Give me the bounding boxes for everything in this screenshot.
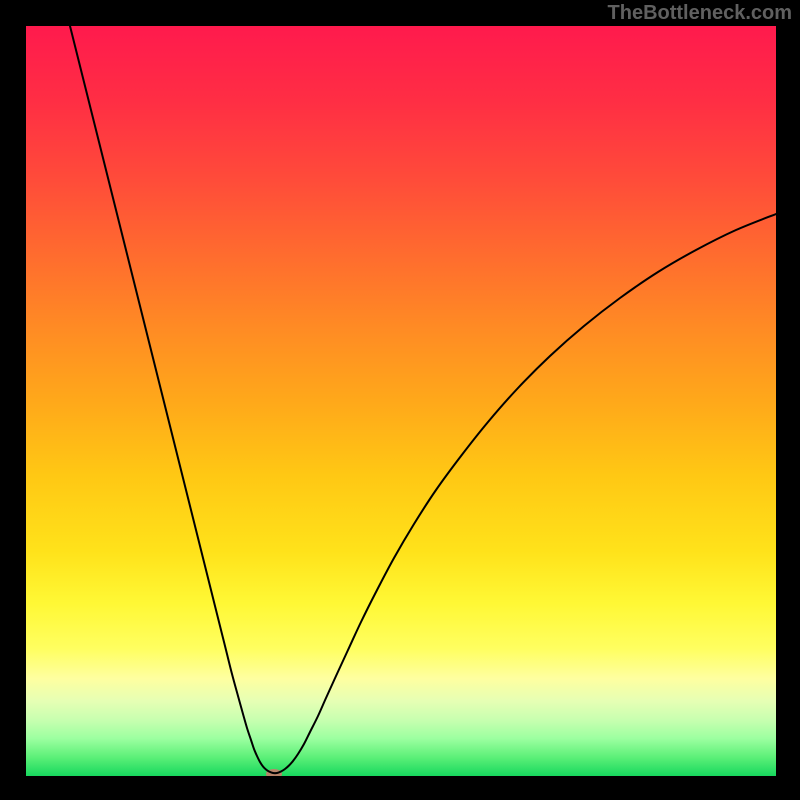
watermark-text: TheBottleneck.com	[608, 2, 792, 25]
chart-container: TheBottleneck.com	[0, 0, 800, 800]
plot-area	[26, 26, 776, 776]
bottleneck-curve	[26, 26, 776, 776]
curve-path	[70, 26, 776, 773]
